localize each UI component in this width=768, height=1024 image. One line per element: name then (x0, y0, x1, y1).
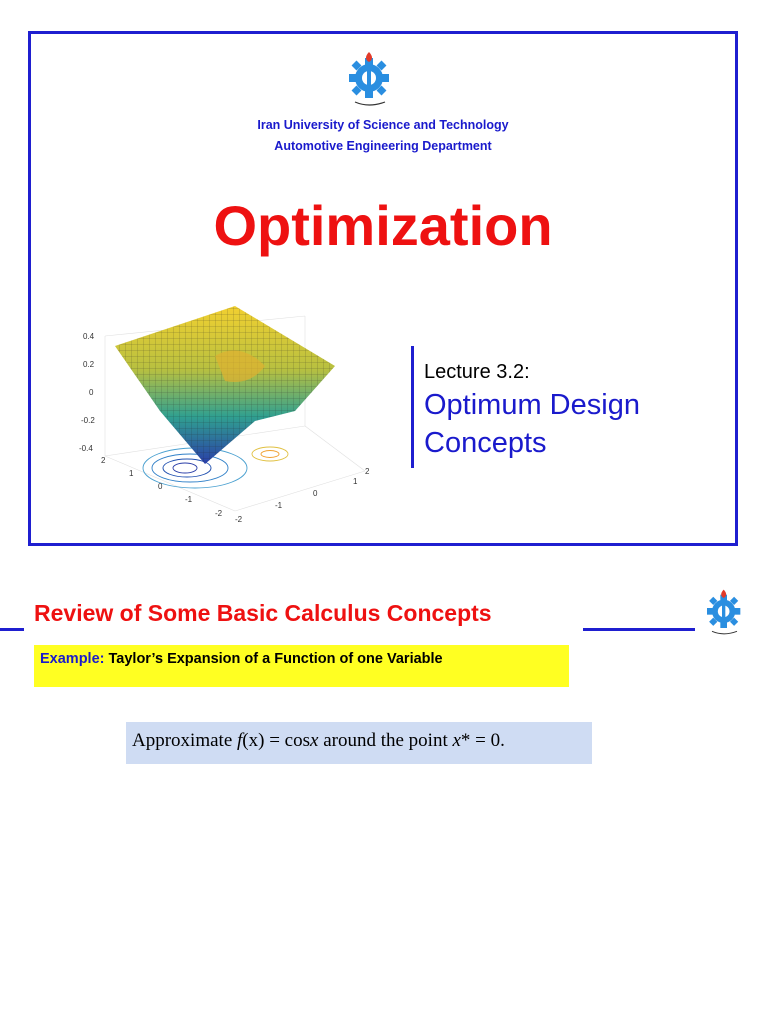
example-label: Example: (40, 651, 105, 667)
x-tick: -1 (275, 501, 283, 510)
department-name: Automotive Engineering Department (274, 139, 492, 153)
lecture-info: Lecture 3.2: Optimum Design Concepts (411, 346, 640, 468)
approx-function: f (237, 730, 243, 751)
university-logo-small-icon (702, 584, 752, 642)
approx-equals: = cos (264, 730, 310, 751)
approx-arg: (x) (242, 730, 265, 751)
y-tick: -1 (185, 495, 193, 504)
lecture-topic-line1: Optimum Design (424, 389, 640, 421)
lecture-topic-line2: Concepts (424, 427, 547, 459)
y-tick: 1 (129, 469, 134, 478)
section-title: Review of Some Basic Calculus Concepts (34, 600, 492, 626)
header-rule-right (583, 628, 695, 631)
lecture-number: Lecture 3.2: (424, 361, 530, 383)
x-tick: 1 (353, 477, 358, 486)
university-logo-icon (343, 48, 403, 112)
z-tick: -0.4 (79, 444, 93, 453)
title-slide: Iran University of Science and Technolog… (28, 31, 738, 546)
approx-variable: x (310, 730, 319, 751)
approx-point: x (452, 730, 461, 751)
surface-plot: 0.4 0.2 0 -0.2 -0.4 2 1 0 -1 -2 -2 -1 0 … (65, 296, 375, 531)
y-tick: 2 (101, 456, 106, 465)
z-tick: 0.2 (83, 360, 95, 369)
z-tick: -0.2 (81, 416, 95, 425)
x-tick: -2 (235, 515, 243, 524)
university-name: Iran University of Science and Technolog… (257, 118, 509, 132)
y-tick: 0 (158, 482, 163, 491)
example-text: Taylor’s Expansion of a Function of one … (104, 651, 443, 667)
x-tick: 2 (365, 467, 370, 476)
example-banner: Example: Taylor’s Expansion of a Functio… (34, 645, 569, 687)
header-rule-left (0, 628, 24, 631)
course-title: Optimization (213, 194, 553, 257)
y-tick: -2 (215, 509, 223, 518)
z-tick: 0.4 (83, 332, 95, 341)
approx-prefix: Approximate (132, 730, 238, 751)
approx-end: * = 0. (460, 730, 505, 751)
z-tick: 0 (89, 388, 94, 397)
approximation-statement: Approximate f(x) = cosx around the point… (126, 722, 592, 764)
x-tick: 0 (313, 489, 318, 498)
approx-mid: around the point (318, 730, 453, 751)
